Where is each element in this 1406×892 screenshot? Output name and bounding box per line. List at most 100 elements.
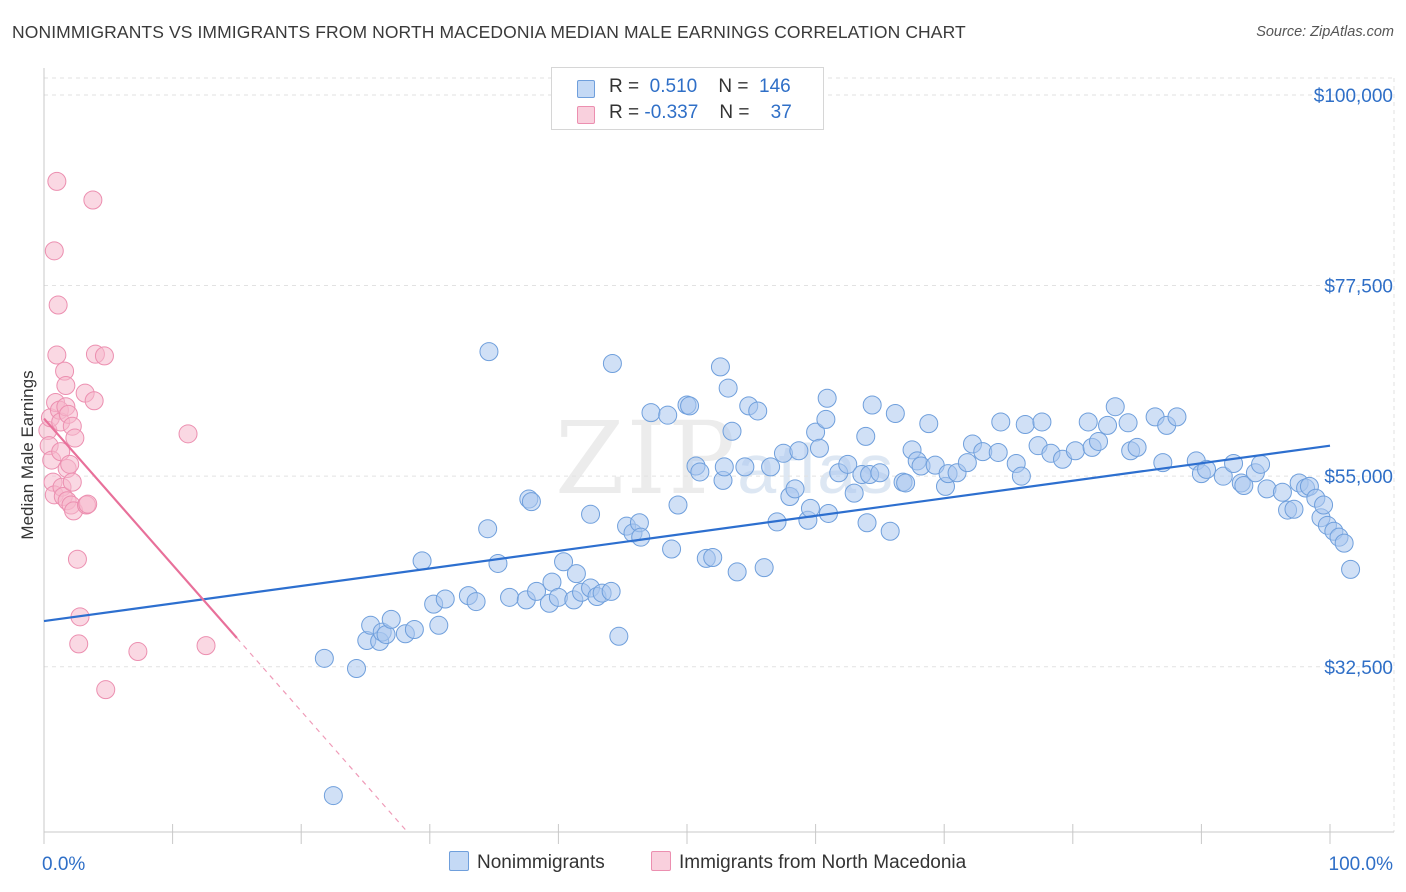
data-point xyxy=(862,395,882,415)
data-point xyxy=(44,241,64,261)
data-point xyxy=(1284,499,1304,519)
data-point xyxy=(323,786,343,806)
data-point xyxy=(1105,397,1125,417)
data-point xyxy=(844,483,864,503)
data-point xyxy=(1127,437,1147,457)
data-point xyxy=(56,376,76,396)
data-point xyxy=(94,346,114,366)
data-point xyxy=(1314,495,1334,515)
data-point xyxy=(479,342,499,362)
y-tick-label: $55,000 xyxy=(1324,467,1393,488)
data-point xyxy=(754,558,774,578)
trend-line-immigrants-extension xyxy=(236,637,408,833)
bottom-legend-label: Immigrants from North Macedonia xyxy=(679,852,967,873)
data-point xyxy=(1341,559,1361,579)
legend-r-value: 0.510 xyxy=(649,76,698,97)
data-point xyxy=(488,553,508,573)
data-point xyxy=(62,472,82,492)
data-point xyxy=(581,504,601,524)
data-point xyxy=(735,457,755,477)
y-tick-label: $100,000 xyxy=(1314,86,1393,107)
bottom-legend-immigrants: Immigrants from North Macedonia xyxy=(651,851,966,874)
data-point xyxy=(527,581,547,601)
data-point xyxy=(714,457,734,477)
data-point xyxy=(1257,479,1277,499)
data-point xyxy=(662,539,682,559)
legend-swatch-pink xyxy=(577,106,595,124)
data-point xyxy=(128,642,148,662)
data-point xyxy=(1197,459,1217,479)
data-point xyxy=(412,551,432,571)
nonimmigrants-points xyxy=(314,342,1361,806)
data-point xyxy=(381,609,401,629)
data-point xyxy=(521,492,541,512)
legend-n-label: N = xyxy=(718,76,749,97)
bottom-legend-swatch-pink xyxy=(651,851,671,871)
data-point xyxy=(857,513,877,533)
data-point xyxy=(991,412,1011,432)
data-point xyxy=(1098,415,1118,435)
legend-n-value: 37 xyxy=(770,102,792,123)
data-point xyxy=(880,521,900,541)
data-point xyxy=(1167,407,1187,427)
data-point xyxy=(83,190,103,210)
data-point xyxy=(1065,441,1085,461)
data-point xyxy=(1015,415,1035,435)
data-point xyxy=(957,453,977,473)
legend-n-label: N = xyxy=(719,102,750,123)
legend-n-value: 146 xyxy=(759,76,791,97)
data-point xyxy=(47,171,67,191)
data-point xyxy=(65,428,85,448)
correlation-legend: R = 0.510 N = 146 R = -0.337 N = 37 xyxy=(551,67,824,130)
source-label: Source: ZipAtlas.com xyxy=(1256,24,1394,40)
data-point xyxy=(84,391,104,411)
data-point xyxy=(658,405,678,425)
data-point xyxy=(566,564,586,584)
data-point xyxy=(816,409,836,429)
x-tick-label: 100.0% xyxy=(1329,854,1394,875)
data-point xyxy=(1334,533,1354,553)
trend-line-immigrants xyxy=(43,417,238,639)
legend-r-value: -0.337 xyxy=(644,102,699,123)
data-point xyxy=(856,426,876,446)
data-point xyxy=(478,519,498,539)
data-point xyxy=(346,658,366,678)
axis-labels: $32,500 $55,000 $77,500 $100,000 0.0% 100.0% M… xyxy=(18,86,1393,875)
y-axis-label: Median Male Earnings xyxy=(18,370,37,539)
data-point xyxy=(789,441,809,461)
data-point xyxy=(554,552,574,572)
data-point xyxy=(1251,454,1271,474)
legend-r-label: R = xyxy=(609,102,640,123)
data-point xyxy=(429,615,449,635)
data-point xyxy=(435,589,455,609)
data-point xyxy=(1078,412,1098,432)
data-point xyxy=(690,462,710,482)
data-point xyxy=(761,457,781,477)
data-point xyxy=(870,463,890,483)
data-point xyxy=(727,562,747,582)
data-point xyxy=(609,626,629,646)
data-point xyxy=(602,354,622,374)
legend-r-label: R = xyxy=(609,76,640,97)
data-point xyxy=(48,295,68,315)
data-point xyxy=(785,479,805,499)
data-point xyxy=(67,549,87,569)
data-point xyxy=(641,403,661,423)
data-point xyxy=(896,473,916,493)
data-point xyxy=(710,357,730,377)
data-point xyxy=(680,396,700,416)
legend-stats-pink: R = -0.337 N = 37 xyxy=(609,102,792,124)
bottom-legend-label: Nonimmigrants xyxy=(477,852,605,873)
data-point xyxy=(196,636,216,656)
data-point xyxy=(500,587,520,607)
data-point xyxy=(1272,482,1292,502)
data-point xyxy=(703,548,723,568)
data-point xyxy=(919,414,939,434)
bottom-legend-nonimmigrants: Nonimmigrants xyxy=(449,851,605,874)
data-point xyxy=(809,438,829,458)
immigrants-points xyxy=(38,171,216,700)
x-tick-label: 0.0% xyxy=(42,854,85,875)
data-point xyxy=(1118,413,1138,433)
legend-stats-blue: R = 0.510 N = 146 xyxy=(609,76,791,98)
